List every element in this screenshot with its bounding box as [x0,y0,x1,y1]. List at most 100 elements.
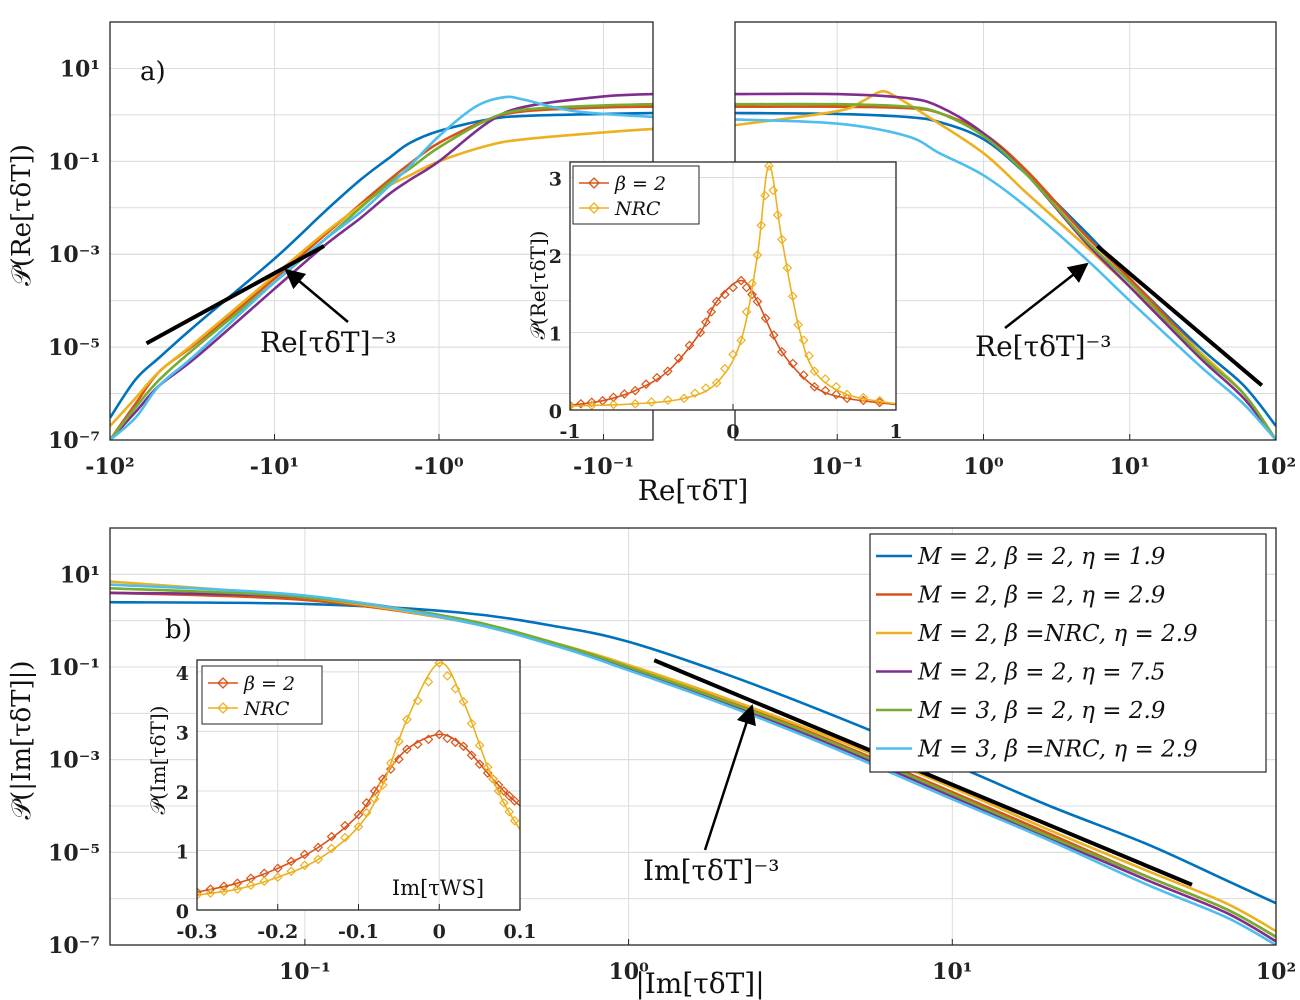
panel-b-xlabel: |Im[τδT]| [635,967,764,1000]
a_inset-marker [700,317,711,328]
b_inset-marker [385,758,396,769]
a_inset-marker [760,190,770,201]
a_inset-series-line-1 [570,165,896,407]
b_inset-marker [394,754,404,765]
a_right-series-line-5 [735,118,1276,440]
a_inset-ytick-label: 0 [549,401,562,423]
panel-b-legend-text: M = 2, β = 2, η = 7.5 [917,660,1165,686]
b_inset-marker [394,736,404,747]
a_inset-marker [662,395,673,406]
a_inset-marker [752,250,763,260]
b_inset-marker [434,660,445,668]
b_inset-ytick-label: 3 [176,722,189,744]
inset-b-xlabel: Im[τWS] [392,876,484,900]
a_inset-legend-box [572,165,700,225]
a_right-fit-line [1096,244,1264,387]
a_left-ytick-label: 10⁻⁷ [48,428,100,454]
a_inset-marker [570,401,575,410]
b_inset-ytick-label: 0 [176,901,189,923]
a_left-plot-area [110,22,653,440]
b_inset-marker [450,737,461,748]
a_inset-marker [858,392,869,403]
b_inset-marker [509,796,520,806]
a_inset-marker [804,350,814,361]
a_inset-marker [820,374,831,384]
b_inset-marker [245,873,256,884]
a_left-ytick-label: 10⁻⁵ [48,335,100,361]
b_inset-marker [286,866,297,877]
annotation-arrow-a-right [1004,262,1089,329]
b_inset-xtick-label: -0.1 [338,921,379,943]
a_inset-marker [662,366,673,377]
b_inset-marker [313,842,323,853]
a_inset-marker [720,289,730,300]
b_inset-marker [232,878,243,889]
a_inset-marker [747,278,757,289]
b_inset-marker [219,881,229,892]
b_inset-marker [412,739,423,750]
panel-b-legend-text: M = 2, β = 2, η = 2.9 [917,583,1165,609]
b_inset-marker [272,872,283,883]
a_inset-marker [741,306,752,317]
a_inset-marker [777,234,787,245]
a_inset-marker [652,372,662,383]
b_main-xtick-label: 10² [1256,959,1296,985]
a_inset-marker [720,363,730,374]
a_inset-marker [798,335,809,346]
inset-b-ylabel: 𝒫(Im[τδT]) [146,706,170,815]
annotation-a-left: Re[τδT]⁻³ [260,326,397,359]
b_inset-marker [450,683,461,694]
panel-b-legend-text: M = 3, β = 2, η = 2.9 [917,698,1165,724]
a_inset-marker [646,397,657,407]
b_inset-legend-text: NRC [243,698,290,720]
panel-a-ylabel: 𝒫(Re[τδT]) [7,144,37,286]
a_inset-marker [673,353,684,364]
b_inset-marker [474,740,485,751]
b_inset-marker [504,791,515,801]
b_inset-marker [219,886,229,896]
b_main-xtick-label: 10⁰ [608,959,649,985]
panel-b-legend-text: M = 3, β =NRC, η = 2.9 [917,737,1198,763]
b_inset-marker [326,831,337,842]
a_inset-marker [728,349,738,360]
b_inset-marker [509,815,520,826]
a_inset-marker [777,347,787,357]
a_right-xtick-label: 10² [1256,454,1296,480]
a_inset-marker [787,358,798,369]
a_left-series-line-4 [110,102,653,440]
b_inset-marker [499,798,509,808]
b_inset-marker [361,807,372,818]
b_main-xtick-label: 10¹ [932,959,972,985]
a_inset-legend-text: NRC [614,198,661,220]
a_inset-marker [752,296,763,307]
b_inset-marker [402,744,412,755]
b_inset-marker [504,806,515,817]
panel-a-left-axes: -10² -10¹ -10⁰ -10⁻¹ 10¹ 10⁻¹ 10⁻³ 10⁻⁵ 10⁻⁷ [48,21,654,480]
panel-a-xlabel: Re[τδT] [638,474,749,507]
a_inset-marker [787,291,798,302]
annotation-arrow-a-left [284,268,349,323]
b_inset-marker [197,890,202,900]
b_inset-marker [377,780,388,790]
a_inset-marker [736,335,746,346]
inset-a-ylabel: 𝒫(Re[τδT]) [526,231,550,340]
a_inset-marker [706,306,717,317]
a_inset-marker [820,385,831,396]
a_left-series-line-0 [110,111,653,419]
a_inset-marker [842,389,852,400]
b_inset-marker [488,774,498,784]
a_left-ytick-label: 10⁻¹ [48,149,100,175]
a_inset-marker [630,385,641,396]
panel-b-legend: M = 2, β = 2, η = 1.9 M = 2, β = 2, η = 2… [869,533,1267,773]
a_inset-legend-text: β = 2 [614,173,666,195]
a_left-series-line-5 [110,95,653,440]
b_inset-marker [385,764,396,774]
a_left-xtick-label: -10⁻¹ [573,454,634,480]
a_inset-marker [641,379,651,390]
b_inset-marker [299,849,310,860]
b_inset-marker [286,856,297,867]
a_right-xtick-label: 10⁻¹ [811,454,863,480]
a_inset-ytick-label: 2 [549,246,562,268]
b_main-ytick-label: 10¹ [60,562,100,588]
b_inset-legend-marker [217,702,229,714]
